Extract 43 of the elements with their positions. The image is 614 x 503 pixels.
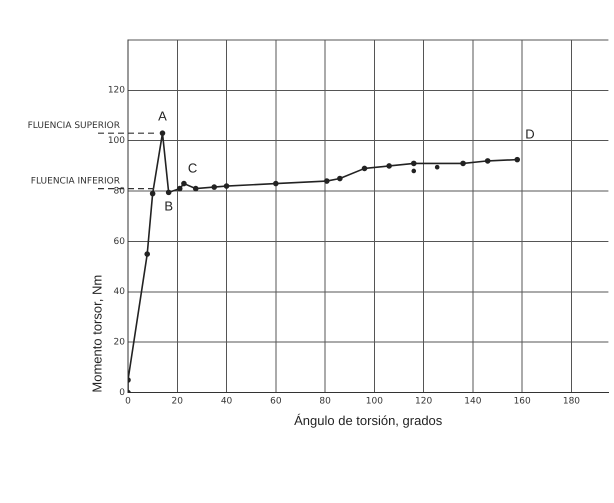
point: [324, 178, 330, 184]
x-tick-label: 180: [562, 396, 580, 406]
x-tick-label: 140: [464, 396, 482, 406]
x-tick-label: 60: [270, 396, 282, 406]
y-tick-label: 0: [119, 388, 126, 398]
y-tick-label: 120: [108, 86, 126, 96]
point: [386, 163, 392, 169]
point: [144, 251, 150, 257]
x-tick-label: 20: [172, 396, 184, 406]
x-tick-label: 120: [415, 396, 432, 406]
point: [411, 168, 416, 174]
point: [160, 130, 166, 136]
point: [166, 190, 172, 196]
point: [224, 183, 230, 189]
point: [410, 160, 417, 166]
point: [514, 156, 520, 162]
y-tick-label: 20: [114, 338, 126, 348]
point: [192, 186, 199, 192]
x-tick-label: 40: [220, 396, 233, 406]
point: [181, 180, 187, 186]
x-axis-title: Ángulo de torsión, grados: [294, 412, 443, 428]
x-tick-label: 100: [366, 396, 384, 406]
point: [460, 160, 466, 166]
point: [176, 186, 183, 192]
x-tick-label: 80: [319, 396, 332, 406]
y-tick-label: 40: [114, 287, 126, 298]
point: [150, 190, 156, 196]
point: [484, 158, 490, 164]
y-axis-title: Momento torsor, Nm: [89, 274, 104, 393]
annotation: B: [164, 198, 173, 214]
point: [273, 180, 279, 186]
ref-line-label: FLUENCIA SUPERIOR: [28, 121, 120, 132]
point: [337, 176, 343, 182]
point: [211, 184, 218, 190]
annotation: D: [525, 126, 535, 142]
ref-line-label: FLUENCIA INFERIOR: [30, 176, 120, 186]
y-tick-label: 60: [114, 236, 126, 247]
annotation: C: [188, 160, 198, 176]
annotation: A: [158, 108, 168, 124]
x-tick-label: 160: [514, 396, 532, 406]
point: [362, 166, 368, 172]
y-tick-label: 100: [108, 136, 126, 146]
point: [434, 164, 440, 170]
